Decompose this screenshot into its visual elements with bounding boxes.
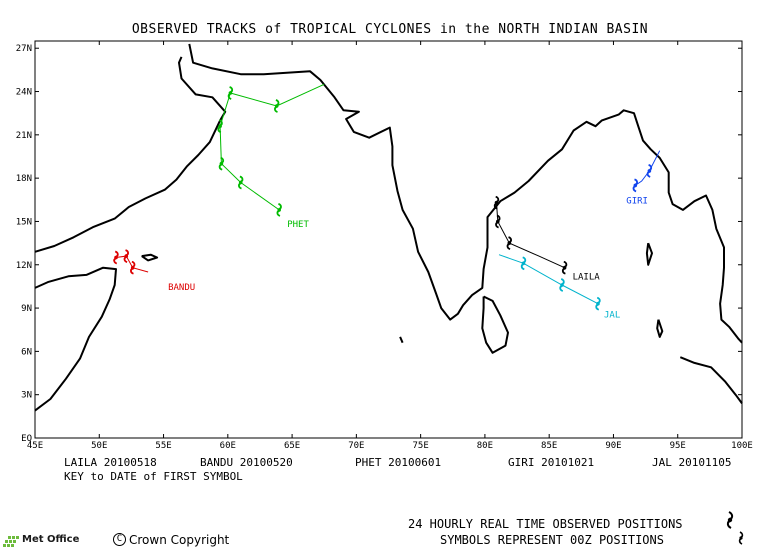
lat-tick-label: 3N — [21, 391, 32, 401]
coastline-arabia-north — [34, 56, 227, 253]
storm-track-jal: JAL — [498, 254, 620, 321]
storm-label-phet: PHET — [287, 220, 309, 230]
lon-tick-label: 50E — [91, 441, 107, 451]
coastline-andaman — [645, 242, 653, 266]
map-border — [34, 40, 743, 439]
lon-tick-label: 45E — [27, 441, 43, 451]
key-entry-giri: GIRI 20101021 — [508, 456, 595, 469]
key-entry-jal: JAL 20101105 — [652, 456, 732, 469]
lon-tick-label: 90E — [605, 441, 621, 451]
lon-tick-label: 85E — [541, 441, 557, 451]
cyclone-position-icon — [113, 250, 119, 265]
copyright-text: Crown Copyright — [129, 533, 230, 547]
storm-track-bandu: BANDU — [113, 249, 195, 293]
map-frame — [34, 40, 743, 439]
lat-tick-label: 24N — [16, 88, 32, 98]
coastline-sumatra — [679, 356, 743, 404]
lon-tick-label: 55E — [155, 441, 171, 451]
cyclone-position-icon — [646, 164, 653, 178]
coastline-iran-pakistan — [188, 43, 743, 344]
cyclone-position-icon — [495, 214, 501, 229]
track-line — [635, 150, 661, 186]
storm-track-giri: GIRI — [626, 150, 661, 206]
cyclone-position-icon — [217, 119, 223, 134]
legend-symbols-note: SYMBOLS REPRESENT 00Z POSITIONS — [440, 533, 664, 547]
key-entry-phet: PHET 20100601 — [355, 456, 442, 469]
lon-tick-label: 80E — [477, 441, 493, 451]
met-office-logo — [3, 536, 19, 547]
storm-track-laila: LAILA — [493, 195, 601, 283]
cyclone-position-icon — [218, 156, 225, 171]
lon-tick-label: 65E — [284, 441, 300, 451]
storm-label-bandu: BANDU — [168, 283, 195, 293]
page-title: OBSERVED TRACKS of TROPICAL CYCLONES in … — [131, 22, 649, 37]
lat-tick-label: 21N — [16, 131, 32, 141]
cyclone-position-icon — [520, 256, 527, 271]
cyclone-position-icon — [276, 203, 282, 217]
track-line — [219, 83, 325, 211]
storm-label-giri: GIRI — [626, 196, 648, 206]
coastline-maldives — [399, 336, 404, 344]
copyright-icon: C — [113, 533, 126, 546]
storm-label-laila: LAILA — [573, 273, 601, 283]
storm-tracks: LAILA BANDU PHET GIRI JAL — [113, 83, 661, 321]
track-line — [496, 202, 565, 269]
key-entry-bandu: BANDU 20100520 — [200, 456, 293, 469]
coastline-socotra — [141, 253, 159, 262]
cyclone-position-icon — [227, 86, 234, 100]
coastline-sri-lanka — [481, 295, 509, 354]
coastline-somalia — [34, 266, 117, 412]
cyclone-position-icon — [506, 236, 512, 250]
key-note: KEY to DATE of FIRST SYMBOL — [64, 470, 243, 483]
coastline-nicobar — [656, 319, 664, 338]
cyclone-position-icon — [493, 195, 500, 210]
lon-tick-label: 100E — [731, 441, 753, 451]
coastline-layer — [34, 43, 743, 412]
lat-tick-label: 18N — [16, 174, 32, 184]
cyclone-position-icon — [274, 99, 280, 113]
lat-tick-label: EQ — [21, 434, 32, 444]
storm-track-phet: PHET — [217, 83, 325, 230]
cyclone-position-icon — [595, 296, 601, 311]
storm-key-row: LAILA 20100518 BANDU 20100520 PHET 20100… — [0, 456, 780, 472]
lon-tick-label: 75E — [413, 441, 429, 451]
lat-tick-label: 12N — [16, 261, 32, 271]
cyclone-position-icon — [130, 260, 136, 275]
cyclone-position-icon — [123, 249, 129, 263]
cyclone-symbol-icon — [738, 531, 744, 545]
cyclone-position-icon — [561, 260, 568, 275]
lat-tick-label: 9N — [21, 304, 32, 314]
lon-tick-label: 95E — [670, 441, 686, 451]
cyclone-position-icon — [632, 178, 638, 193]
lat-tick-label: 15N — [16, 217, 32, 227]
lon-tick-label: 60E — [220, 441, 236, 451]
storm-label-jal: JAL — [604, 311, 620, 321]
legend-observed-positions: 24 HOURLY REAL TIME OBSERVED POSITIONS — [408, 517, 683, 531]
lat-tick-label: 27N — [16, 44, 32, 54]
met-office-logo-text: Met Office — [22, 534, 80, 545]
lat-tick-label: 6N — [21, 347, 32, 357]
key-entry-laila: LAILA 20100518 — [64, 456, 157, 469]
cyclone-position-icon — [238, 175, 244, 190]
track-line — [498, 254, 599, 305]
lon-tick-label: 70E — [348, 441, 364, 451]
axis-ticks: 45E 50E 55E 60E 65E 70E 75E 80E 85E 90E 95E 100E EQ 3… — [16, 41, 753, 451]
cyclone-position-icon — [559, 278, 565, 292]
cyclone-symbol-icon — [726, 511, 734, 529]
